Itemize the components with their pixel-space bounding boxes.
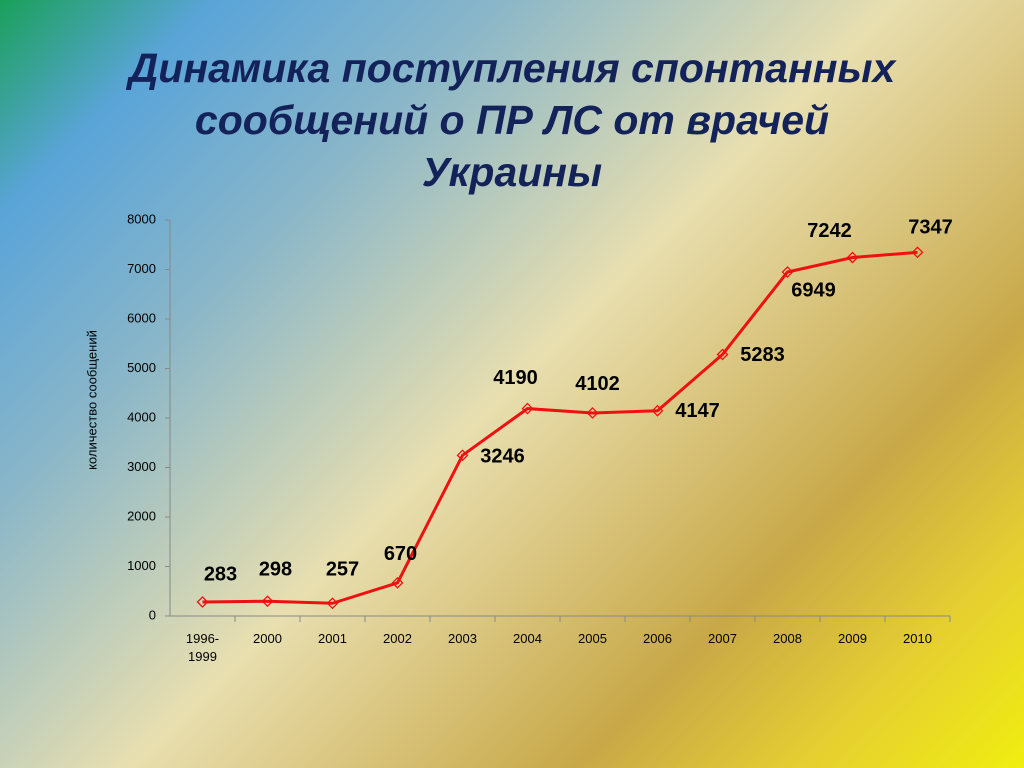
marker [586,407,599,419]
y-tick-label: 4000 [127,409,156,424]
marker [456,449,469,462]
data-label: 4190 [493,367,538,389]
x-tick-label: 2000 [253,631,282,646]
data-label: 7347 [908,217,953,239]
x-tick-label: 2008 [773,631,802,646]
y-tick-label: 3000 [127,459,156,474]
x-tick-label: 2001 [318,631,347,646]
x-tick-label: 2007 [708,631,737,646]
y-tick-label: 2000 [127,508,156,523]
line [202,250,918,605]
y-axis-label: количество сообщений [84,330,99,470]
x-tick-label: 2010 [903,631,932,646]
y-tick-label: 0 [149,607,156,622]
data-label: 670 [384,543,417,565]
data-label: 298 [259,559,292,581]
y-tick-label: 8000 [127,211,156,226]
y-tick-label: 6000 [127,310,156,325]
marker [391,576,404,589]
data-label: 283 [204,563,237,585]
title-line: Динамика поступления спонтанных [126,45,898,91]
data-label: 3246 [480,446,525,468]
marker [196,596,209,608]
x-tick-label: 2009 [838,631,867,646]
y-tick-label: 7000 [127,261,156,276]
x-tick-label: 2006 [643,631,672,646]
x-tick-label: 2004 [513,631,542,646]
y-tick-label: 1000 [127,558,156,573]
marker [261,595,274,608]
marker [651,404,664,417]
title-line: Украины [422,149,602,195]
title-line: сообщений о ПР ЛС от врачей [195,97,829,143]
data-label: 6949 [791,279,836,301]
marker [326,597,339,610]
data-label: 4147 [675,400,720,422]
x-tick-label: 2003 [448,631,477,646]
marker [521,402,534,415]
x-tick-label: 2005 [578,631,607,646]
marker [846,251,859,264]
marker [781,266,794,278]
data-label: 5283 [740,344,785,366]
marker [716,348,729,361]
y-tick-label: 5000 [127,360,156,375]
marker [911,246,924,259]
data-label: 7242 [807,220,852,242]
x-tick-label: 2002 [383,631,412,646]
data-label: 257 [326,559,359,581]
data-label: 4102 [575,373,620,395]
x-tick-label: 1996-1999 [185,631,220,664]
